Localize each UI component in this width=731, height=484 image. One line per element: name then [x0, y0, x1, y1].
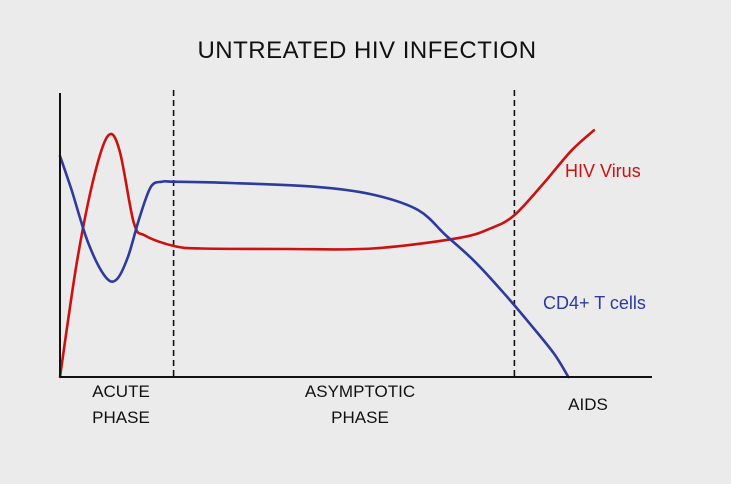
phase-label-1-line-1: ACUTE	[92, 382, 150, 401]
series-label-hiv-virus: HIV Virus	[565, 161, 641, 181]
phase-dividers	[172, 90, 516, 377]
phase-label-3-line-1: AIDS	[568, 395, 608, 414]
phase-labels: ACUTE PHASE ASYMPTOTIC PHASE AIDS	[92, 382, 608, 427]
series-line-hiv-virus	[58, 129, 596, 379]
phase-label-1-line-2: PHASE	[92, 408, 150, 427]
series-labels: HIV Virus CD4+ T cells	[543, 161, 646, 313]
series-label-cd4-t-cells: CD4+ T cells	[543, 293, 646, 313]
phase-label-2-line-1: ASYMPTOTIC	[305, 382, 415, 401]
phase-label-2-line-2: PHASE	[331, 408, 389, 427]
series-lines	[58, 129, 596, 379]
chart-title: UNTREATED HIV INFECTION	[197, 37, 536, 64]
series-line-cd4-t-cells	[58, 154, 570, 379]
